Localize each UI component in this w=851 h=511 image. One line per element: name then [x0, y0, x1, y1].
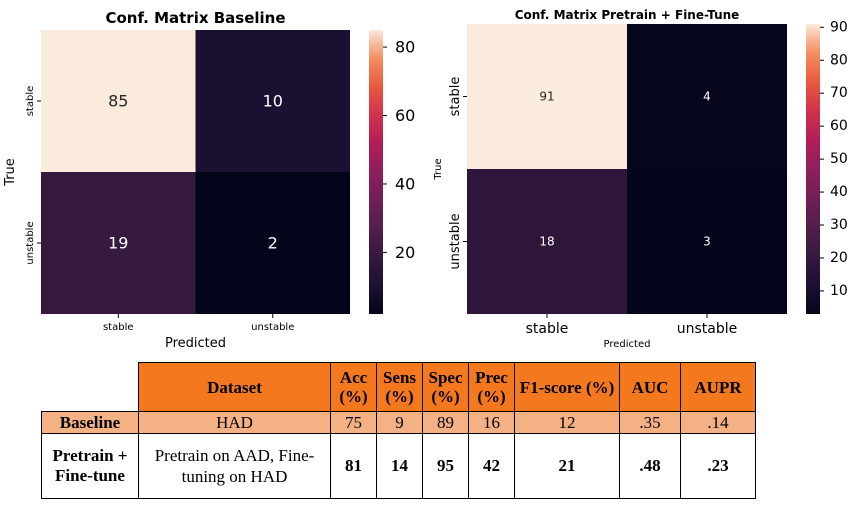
dataset-cell: HAD — [138, 411, 331, 434]
colorbar-tick-label: 80 — [830, 52, 848, 68]
chart-title: Conf. Matrix Pretrain + Fine-Tune — [515, 8, 740, 22]
header-f1: F1-score (%) — [514, 362, 620, 412]
row-label: Baseline — [41, 411, 139, 434]
colorbar-tick-label: 20 — [395, 243, 415, 262]
table-header-row: Dataset Acc (%) Sens (%) Spec (%) Prec (… — [41, 362, 756, 412]
y-tick-label: stable — [25, 86, 36, 117]
sens-cell: 9 — [376, 411, 423, 434]
header-spec: Spec (%) — [422, 362, 469, 412]
heatmap-cell — [627, 169, 787, 314]
f1-cell: 21 — [514, 433, 620, 499]
heatmap-cell — [467, 24, 627, 169]
aupr-cell: .14 — [680, 411, 756, 434]
y-tick-label: unstable — [448, 213, 463, 269]
header-acc: Acc (%) — [330, 362, 377, 412]
heatmap-cell — [41, 30, 196, 172]
colorbar-tick-label: 90 — [830, 19, 848, 35]
cell-value-label: 10 — [263, 92, 283, 111]
acc-cell: 75 — [330, 411, 377, 434]
cell-value-label: 19 — [108, 234, 128, 253]
row-label: Pretrain + Fine-tune — [41, 433, 139, 499]
aupr-cell: .23 — [680, 433, 756, 499]
table-row-pretrain: Pretrain + Fine-tune Pretrain on AAD, Fi… — [41, 433, 756, 499]
colorbar-tick-label: 30 — [830, 217, 848, 233]
cell-value-label: 85 — [108, 92, 128, 111]
results-table: Dataset Acc (%) Sens (%) Spec (%) Prec (… — [41, 362, 756, 499]
colorbar — [806, 24, 820, 314]
y-axis-label: True — [433, 158, 444, 180]
heatmap-cell — [195, 30, 350, 172]
cell-value-label: 2 — [268, 234, 278, 253]
acc-cell: 81 — [330, 433, 377, 499]
heatmap-cell — [41, 172, 196, 314]
header-aupr: AUPR — [680, 362, 756, 412]
x-tick-label: stable — [103, 322, 134, 333]
cell-value-label: 91 — [539, 90, 554, 104]
header-sens: Sens (%) — [376, 362, 423, 412]
heatmap-cell — [627, 24, 787, 169]
auc-cell: .48 — [619, 433, 681, 499]
colorbar-tick-label: 40 — [395, 174, 415, 193]
dataset-cell: Pretrain on AAD, Fine-tuning on HAD — [138, 433, 331, 499]
chart-title: Conf. Matrix Baseline — [105, 9, 285, 27]
colorbar — [369, 30, 383, 314]
header-dataset: Dataset — [138, 362, 331, 412]
cell-value-label: 18 — [539, 235, 554, 249]
x-tick-label: stable — [526, 321, 569, 337]
colorbar-tick-label: 60 — [395, 106, 415, 125]
auc-cell: .35 — [619, 411, 681, 434]
cell-value-label: 4 — [703, 90, 711, 104]
prec-cell: 16 — [468, 411, 515, 434]
header-auc: AUC — [619, 362, 681, 412]
pretrain-finetune-confusion-matrix: Conf. Matrix Pretrain + Fine-Tune 91 4 18 3 s… — [433, 8, 848, 350]
heatmap-cell — [467, 169, 627, 314]
spec-cell: 89 — [422, 411, 469, 434]
colorbar-tick-label: 70 — [830, 85, 848, 101]
f1-cell: 12 — [514, 411, 620, 434]
colorbar-tick-label: 80 — [395, 38, 415, 57]
x-tick-label: unstable — [677, 321, 738, 337]
heatmap-cell — [195, 172, 350, 314]
x-axis-label: Predicted — [165, 336, 226, 351]
spec-cell: 95 — [422, 433, 469, 499]
x-axis-label: Predicted — [604, 339, 651, 350]
prec-cell: 42 — [468, 433, 515, 499]
cell-value-label: 3 — [703, 235, 711, 249]
y-axis-label: True — [3, 158, 18, 187]
baseline-confusion-matrix: Conf. Matrix Baseline 85 10 19 2 stable unstab… — [3, 9, 415, 351]
x-tick-label: unstable — [251, 322, 294, 333]
colorbar-tick-label: 20 — [830, 250, 848, 266]
colorbar-tick-label: 10 — [830, 283, 848, 299]
confusion-matrix-charts: Conf. Matrix Baseline 85 10 19 2 stable unstab… — [3, 8, 848, 351]
table-row-baseline: Baseline HAD 75 9 89 16 12 .35 .14 — [41, 411, 756, 434]
colorbar-tick-label: 50 — [830, 151, 848, 167]
sens-cell: 14 — [376, 433, 423, 499]
colorbar-tick-label: 40 — [830, 184, 848, 200]
y-tick-label: stable — [448, 77, 463, 117]
colorbar-tick-label: 60 — [830, 118, 848, 134]
header-prec: Prec (%) — [468, 362, 515, 412]
y-tick-label: unstable — [25, 221, 36, 264]
empty-header-cell — [41, 362, 139, 412]
